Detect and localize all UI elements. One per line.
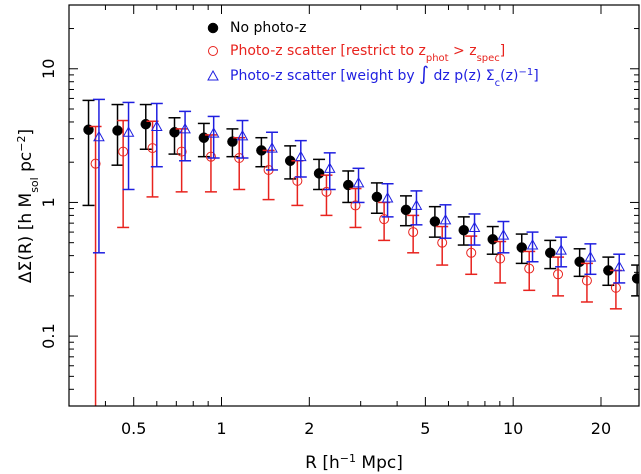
- y-axis-label: ΔΣ(R) [h Msol pc−2]: [15, 129, 41, 283]
- y-tick-label: 10: [39, 59, 58, 79]
- data-point: [208, 46, 218, 56]
- data-point: [313, 168, 325, 179]
- data-point: [227, 136, 238, 147]
- data-point: [207, 22, 219, 34]
- series-2: [92, 98, 626, 284]
- data-point: [487, 234, 498, 245]
- data-point: [410, 199, 423, 210]
- axis-ticks: 0.5 1 2 5 10 20 0.1 1 10: [39, 4, 639, 438]
- data-point: [179, 122, 191, 134]
- data-point: [439, 213, 452, 225]
- data-point: [169, 127, 180, 138]
- y-tick-label: 1: [39, 197, 58, 207]
- x-tick-label: 10: [503, 419, 523, 438]
- data-point: [176, 146, 187, 157]
- data-point: [631, 273, 639, 284]
- x-tick-label: 0.5: [121, 419, 146, 438]
- series-1: [89, 119, 639, 406]
- data-point: [466, 247, 477, 258]
- data-point: [495, 253, 506, 264]
- data-point: [205, 151, 216, 162]
- data-point: [400, 204, 412, 216]
- data-point: [468, 221, 481, 232]
- data-point: [266, 142, 278, 153]
- data-point: [207, 69, 219, 81]
- data-point: [112, 125, 123, 136]
- data-point: [323, 162, 336, 173]
- x-tick-label: 1: [216, 419, 226, 438]
- legend-entry: No photo-z: [230, 20, 307, 36]
- x-axis-label: R [h−1 Mpc]: [305, 452, 403, 474]
- data-point: [93, 130, 105, 142]
- data-point: [371, 191, 383, 203]
- data-layer: [82, 98, 639, 406]
- x-tick-label: 2: [304, 419, 314, 438]
- y-tick-label: 0.1: [39, 323, 58, 348]
- data-point: [352, 176, 365, 188]
- data-point: [497, 229, 510, 240]
- data-point: [381, 191, 394, 203]
- data-point: [613, 260, 626, 272]
- data-point: [429, 216, 441, 227]
- data-point: [379, 214, 390, 225]
- data-point: [584, 251, 597, 262]
- legend: No photo-z Photo-z scatter [restrict to z…: [207, 20, 539, 89]
- x-tick-label: 5: [420, 419, 430, 438]
- legend-entry: Photo-z scatter [weight by ∫ dz p(z) Σc(…: [230, 63, 539, 89]
- data-point: [150, 120, 163, 131]
- data-point: [118, 146, 129, 157]
- data-point: [516, 242, 528, 253]
- data-point: [343, 179, 354, 191]
- data-point: [294, 150, 307, 162]
- data-point: [408, 227, 419, 238]
- data-point: [581, 275, 592, 286]
- data-point: [555, 244, 567, 255]
- data-point: [553, 269, 564, 280]
- legend-entry: Photo-z scatter [restrict to zphot > zsp…: [230, 43, 505, 64]
- data-point: [122, 126, 135, 137]
- data-point: [236, 129, 249, 141]
- data-point: [321, 186, 332, 197]
- data-point: [90, 158, 101, 169]
- data-point: [545, 247, 556, 259]
- data-point: [526, 239, 539, 250]
- data-point: [350, 200, 361, 211]
- x-tick-label: 20: [591, 419, 611, 438]
- data-point: [458, 224, 470, 236]
- data-point: [207, 127, 220, 138]
- data-point: [574, 256, 585, 267]
- plot-frame: [68, 4, 640, 407]
- data-point: [524, 263, 535, 274]
